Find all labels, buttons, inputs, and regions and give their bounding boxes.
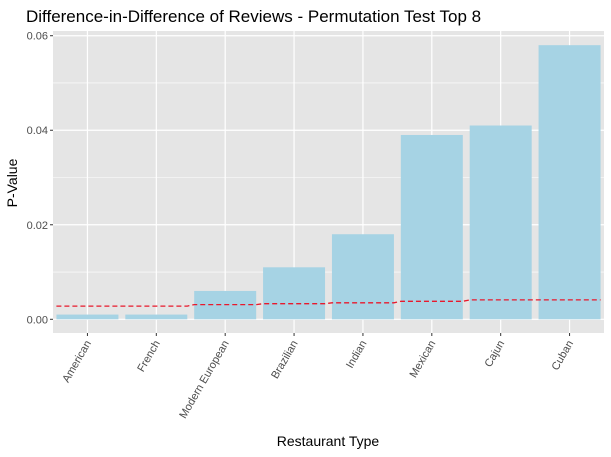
bar-american [56, 314, 119, 320]
x-tick-label: American [60, 339, 94, 385]
y-tick-label: 0.02 [27, 220, 48, 232]
x-tick-label: Mexican [408, 339, 439, 380]
x-axis-label: Restaurant Type [277, 433, 380, 449]
y-tick-label: 0.04 [27, 125, 48, 137]
threshold-line-layer [56, 299, 601, 307]
x-axis-ticks: American French Modern European Brazilian In… [60, 333, 576, 421]
bars [56, 45, 601, 320]
y-axis-ticks: 0.00 0.02 0.04 0.06 [27, 31, 53, 326]
y-axis-label: P-Value [4, 158, 20, 207]
bar-cuban [538, 45, 601, 320]
bar-brazilian [263, 267, 326, 320]
x-tick-label: Cajun [483, 339, 508, 370]
bar-indian [331, 234, 394, 320]
bar-cajun [469, 125, 532, 320]
bar-french [125, 314, 188, 320]
y-tick-label: 0.06 [27, 31, 48, 43]
x-tick-label: Brazilian [269, 339, 300, 382]
x-tick-label: Modern European [177, 339, 231, 421]
bar-mexican [400, 134, 463, 320]
y-tick-label: 0.00 [27, 314, 48, 326]
dashed-threshold-line [56, 299, 601, 307]
chart-title: Difference-in-Difference of Reviews - Pe… [26, 7, 481, 26]
x-tick-label: French [135, 339, 163, 375]
x-tick-label: Indian [344, 339, 369, 371]
x-tick-label: Cuban [550, 339, 577, 373]
